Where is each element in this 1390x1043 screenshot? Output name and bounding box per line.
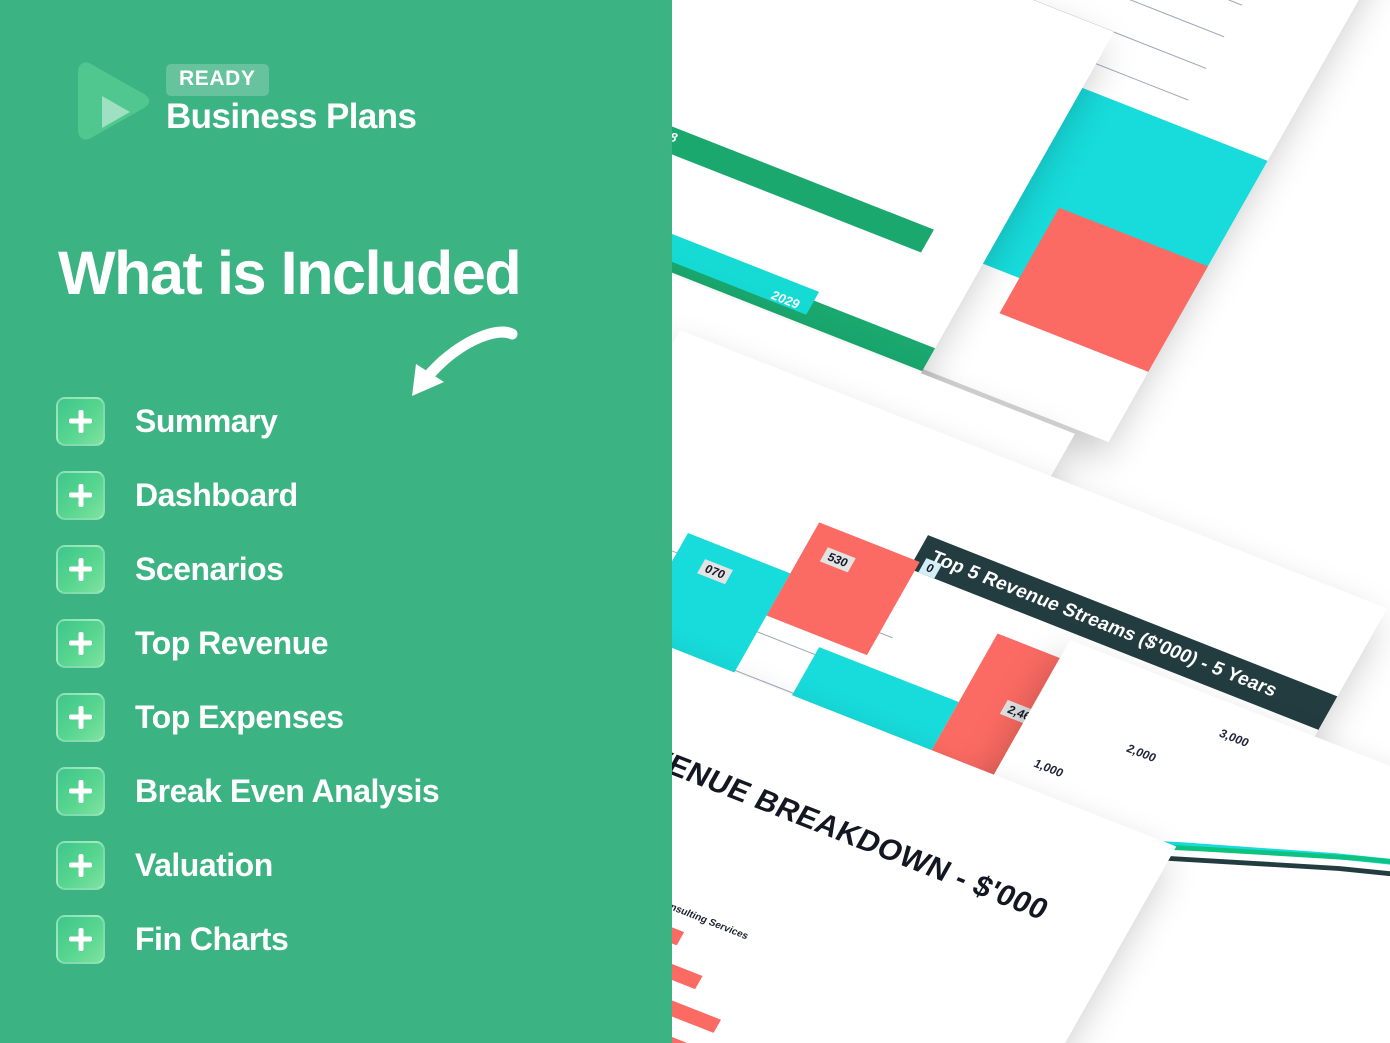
- feature-label: Dashboard: [135, 476, 298, 513]
- left-promo-panel: READY Business Plans What is Included Su…: [0, 0, 672, 1043]
- plus-icon: [56, 692, 105, 742]
- feature-item-scenarios[interactable]: Scenarios: [56, 532, 656, 606]
- plus-icon: [56, 396, 105, 446]
- curved-arrow-down-left-icon: [388, 326, 518, 404]
- plus-icon: [56, 544, 105, 594]
- brand-name: Business Plans: [166, 97, 417, 137]
- plus-icon: [56, 914, 105, 964]
- feature-item-valuation[interactable]: Valuation: [56, 828, 656, 902]
- play-triangle-icon: [72, 58, 152, 142]
- feature-item-summary[interactable]: Summary: [56, 384, 656, 458]
- feature-item-top-revenue[interactable]: Top Revenue: [56, 606, 656, 680]
- page-title: What is Included: [58, 239, 522, 307]
- plus-icon: [56, 840, 105, 890]
- plus-icon: [56, 766, 105, 816]
- feature-label: Scenarios: [135, 550, 284, 587]
- feature-label: Top Revenue: [135, 624, 329, 661]
- brand-logo[interactable]: READY Business Plans: [72, 58, 417, 142]
- plus-icon: [56, 618, 105, 668]
- ready-badge: READY: [166, 64, 269, 97]
- feature-item-fin-charts[interactable]: Fin Charts: [56, 902, 656, 976]
- feature-label: Summary: [135, 402, 278, 439]
- feature-label: Fin Charts: [135, 920, 289, 957]
- feature-list: Summary Dashboard Scenarios Top Revenue …: [56, 384, 656, 976]
- product-screenshot-collage: ame e of Contents 128.9: [620, 0, 1390, 1043]
- feature-item-break-even-analysis[interactable]: Break Even Analysis: [56, 754, 656, 828]
- plus-icon: [56, 470, 105, 520]
- feature-item-top-expenses[interactable]: Top Expenses: [56, 680, 656, 754]
- feature-label: Valuation: [135, 846, 273, 883]
- feature-label: Break Even Analysis: [135, 772, 440, 809]
- feature-label: Top Expenses: [135, 698, 344, 735]
- feature-item-dashboard[interactable]: Dashboard: [56, 458, 656, 532]
- brand-logo-text: READY Business Plans: [166, 64, 417, 137]
